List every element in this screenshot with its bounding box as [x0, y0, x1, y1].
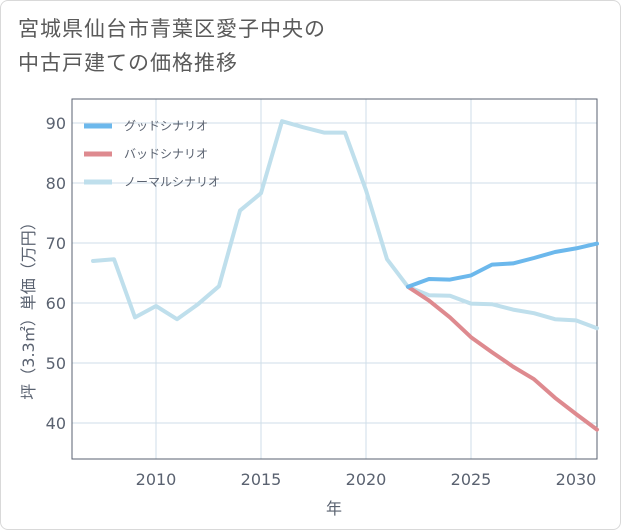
legend-label-good: グッドシナリオ [124, 119, 208, 133]
y-tick-label: 50 [46, 354, 66, 373]
x-tick-label: 2020 [346, 470, 387, 489]
chart-title: 宮城県仙台市青葉区愛子中央の 中古戸建ての価格推移 [18, 12, 326, 80]
legend-label-bad: バッドシナリオ [124, 147, 208, 161]
series-line-normal [91, 119, 599, 331]
x-tick-label: 2010 [136, 470, 177, 489]
plot-area-frame [71, 98, 598, 460]
y-tick-label: 90 [46, 114, 66, 133]
series-line-good [406, 241, 599, 289]
x-tick-label: 2030 [556, 470, 597, 489]
series-layer [91, 119, 599, 432]
y-tick-label: 80 [46, 174, 66, 193]
x-tick-label: 2015 [241, 470, 282, 489]
x-axis-title: 年 [326, 499, 342, 518]
axis-ticks: 2010 2015 2020 2025 2030 40 50 60 70 80 90 [46, 114, 597, 489]
y-axis-title: 坪（3.3㎡）単価（万円） [19, 214, 38, 399]
grid-lines [72, 99, 597, 459]
y-tick-label: 60 [46, 294, 66, 313]
y-tick-label: 40 [46, 414, 66, 433]
chart-title-line-2: 中古戸建ての価格推移 [18, 51, 238, 75]
x-tick-label: 2025 [451, 470, 492, 489]
chart-title-line-1: 宮城県仙台市青葉区愛子中央の [18, 17, 326, 41]
legend-label-normal: ノーマルシナリオ [124, 175, 220, 189]
series-line-bad [406, 284, 599, 432]
y-tick-label: 70 [46, 234, 66, 253]
